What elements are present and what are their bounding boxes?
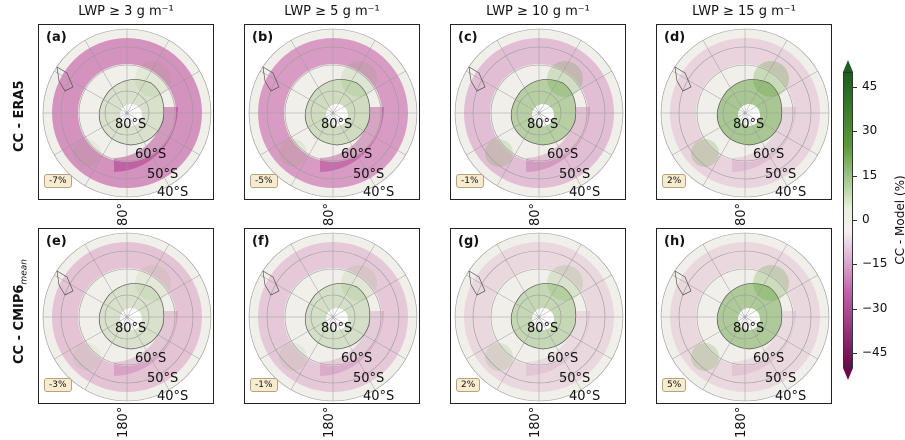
latitude-label: 80°S <box>321 321 353 336</box>
latitude-label: 50°S <box>147 371 179 386</box>
latitude-label: 60°S <box>753 147 785 162</box>
colorbar-tick <box>853 308 857 310</box>
row-title-cmip6-subscript: mean <box>19 259 30 285</box>
latitude-label: 50°S <box>559 167 591 182</box>
map-panel: (b) -5% 80°S 60°S 50°S 40°S <box>244 24 420 200</box>
latitude-label: 80°S <box>321 117 353 132</box>
latitude-label: 60°S <box>341 351 373 366</box>
longitude-label: 80° <box>322 202 337 226</box>
latitude-label: 50°S <box>765 371 797 386</box>
panel-label: (e) <box>46 234 67 249</box>
mean-difference-badge: -7% <box>44 174 72 188</box>
colorbar-tick-label: −15 <box>862 256 888 271</box>
mean-difference-badge: -1% <box>456 174 484 188</box>
panel-label: (f) <box>252 234 270 249</box>
panel-label: (d) <box>664 30 686 45</box>
map-panel: (h) 5% 80°S 60°S 50°S 40°S <box>656 228 832 404</box>
map-panel: (e) -3% 80°S 60°S 50°S 40°S <box>38 228 214 404</box>
latitude-label: 40°S <box>157 389 189 404</box>
colorbar-tick <box>853 131 857 133</box>
latitude-label: 50°S <box>765 167 797 182</box>
colorbar-max-arrow <box>843 60 853 72</box>
mean-difference-badge: 5% <box>662 378 687 392</box>
row-title-era5: CC - ERA5 <box>12 80 27 152</box>
map-panel: (f) -1% 80°S 60°S 50°S 40°S <box>244 228 420 404</box>
latitude-label: 80°S <box>733 117 765 132</box>
longitude-label: 80° <box>116 202 131 226</box>
longitude-label: 180° <box>734 406 749 438</box>
column-title-3: LWP ≥ 10 g m⁻¹ <box>486 4 590 19</box>
colorbar-tick <box>853 220 857 221</box>
latitude-label: 80°S <box>527 321 559 336</box>
polar-map <box>454 232 624 402</box>
latitude-label: 40°S <box>569 185 601 200</box>
latitude-label: 80°S <box>115 321 147 336</box>
colorbar-tick-label: 45 <box>862 78 878 93</box>
colorbar-tick <box>853 86 857 88</box>
latitude-label: 50°S <box>559 371 591 386</box>
colorbar-tick-label: −45 <box>862 345 888 360</box>
colorbar-tick <box>853 264 857 266</box>
longitude-label: 180° <box>322 406 337 438</box>
longitude-label: 80° <box>528 202 543 226</box>
polar-map <box>660 28 830 198</box>
latitude-label: 60°S <box>135 351 167 366</box>
polar-map <box>42 28 212 198</box>
mean-difference-badge: -3% <box>44 378 72 392</box>
latitude-label: 40°S <box>775 389 807 404</box>
polar-map <box>248 28 418 198</box>
latitude-label: 60°S <box>547 147 579 162</box>
panel-label: (a) <box>46 30 67 45</box>
colorbar-tick <box>853 353 857 355</box>
colorbar-tick-label: 30 <box>862 123 878 138</box>
polar-map <box>248 232 418 402</box>
longitude-label: 80° <box>734 202 749 226</box>
latitude-label: 60°S <box>547 351 579 366</box>
panel-label: (c) <box>458 30 478 45</box>
colorbar-label: CC - Model (%) <box>893 175 905 265</box>
latitude-label: 40°S <box>775 185 807 200</box>
map-panel: (g) 2% 80°S 60°S 50°S 40°S <box>450 228 626 404</box>
longitude-label: 180° <box>116 406 131 438</box>
polar-map <box>42 232 212 402</box>
column-title-1: LWP ≥ 3 g m⁻¹ <box>78 4 174 19</box>
latitude-label: 60°S <box>341 147 373 162</box>
polar-map <box>660 232 830 402</box>
panel-label: (b) <box>252 30 274 45</box>
map-panel: (c) -1% 80°S 60°S 50°S 40°S <box>450 24 626 200</box>
colorbar-tick-label: −30 <box>862 300 888 315</box>
latitude-label: 80°S <box>733 321 765 336</box>
polar-map <box>454 28 624 198</box>
latitude-label: 80°S <box>527 117 559 132</box>
colorbar-min-arrow <box>843 368 853 380</box>
longitude-label: 180° <box>528 406 543 438</box>
mean-difference-badge: -1% <box>250 378 278 392</box>
panel-label: (g) <box>458 234 480 249</box>
latitude-label: 50°S <box>147 167 179 182</box>
colorbar-tick <box>853 175 857 177</box>
latitude-label: 40°S <box>363 389 395 404</box>
latitude-label: 80°S <box>115 117 147 132</box>
column-title-2: LWP ≥ 5 g m⁻¹ <box>284 4 380 19</box>
mean-difference-badge: 2% <box>456 378 481 392</box>
map-panel: (d) 2% 80°S 60°S 50°S 40°S <box>656 24 832 200</box>
colorbar-tick-label: 0 <box>862 212 870 226</box>
column-title-4: LWP ≥ 15 g m⁻¹ <box>692 4 796 19</box>
row-title-cmip6: CC - CMIP6mean <box>12 259 30 364</box>
latitude-label: 40°S <box>157 185 189 200</box>
map-panel: (a) -7% 80°S 60°S 50°S 40°S <box>38 24 214 200</box>
latitude-label: 50°S <box>353 371 385 386</box>
colorbar <box>843 72 853 368</box>
latitude-label: 60°S <box>135 147 167 162</box>
mean-difference-badge: 2% <box>662 174 687 188</box>
latitude-label: 50°S <box>353 167 385 182</box>
mean-difference-badge: -5% <box>250 174 278 188</box>
latitude-label: 60°S <box>753 351 785 366</box>
latitude-label: 40°S <box>363 185 395 200</box>
panel-label: (h) <box>664 234 686 249</box>
latitude-label: 40°S <box>569 389 601 404</box>
colorbar-tick-label: 15 <box>862 167 878 182</box>
